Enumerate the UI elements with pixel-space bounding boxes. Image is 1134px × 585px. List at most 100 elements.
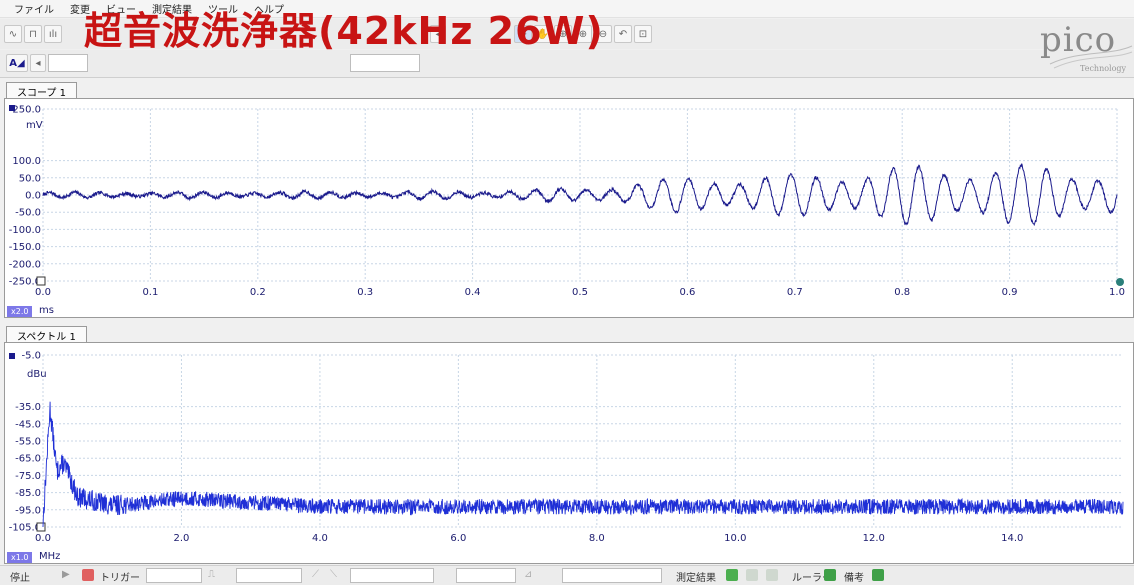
range-select[interactable] bbox=[48, 54, 88, 72]
scope-y-tick: 0.0 bbox=[25, 191, 41, 202]
capture-count-field[interactable] bbox=[562, 568, 662, 583]
stop-button[interactable]: 停止 bbox=[10, 573, 30, 584]
main-toolbar: ∿ ⊓ ılı ◂ ➤ ✋ ⊕ ⊕ ⊖ ↶ ⊡ bbox=[0, 19, 1134, 49]
scope-x-tick: 0.5 bbox=[572, 287, 588, 298]
hand-pan-icon[interactable]: ✋ bbox=[534, 25, 552, 43]
coupling-select[interactable] bbox=[350, 54, 420, 72]
delay-field[interactable] bbox=[456, 568, 516, 583]
menu-help[interactable]: ヘルプ bbox=[254, 5, 284, 16]
play-icon[interactable]: ▶ bbox=[62, 569, 70, 580]
scope-x-tick: 0.2 bbox=[250, 287, 266, 298]
prev-icon[interactable]: ◂ bbox=[430, 25, 446, 43]
spectrum-y-tick: -65.0 bbox=[15, 454, 41, 465]
trigger-label: トリガー bbox=[100, 573, 140, 584]
spectrum-y-tick: -35.0 bbox=[15, 402, 41, 413]
scope-y-tick: 100.0 bbox=[12, 156, 41, 167]
spectrum-x-tick: 12.0 bbox=[863, 533, 885, 544]
scope-x-tick: 0.4 bbox=[465, 287, 481, 298]
pico-logo: pico Technology bbox=[1040, 20, 1134, 78]
notes-icon[interactable] bbox=[872, 569, 884, 581]
spectrum-plot-area[interactable]: -5.0 -35.0 -45.0 -55.0 -65.0 -75.0 -85.0 -95.0 -… bbox=[4, 342, 1134, 564]
scope-x-tick: 0.9 bbox=[1002, 287, 1018, 298]
scope-x-tick: 0.0 bbox=[35, 287, 51, 298]
zoom-out-icon[interactable]: ⊖ bbox=[594, 25, 612, 43]
delete-measurement-icon[interactable] bbox=[766, 569, 778, 581]
spectrum-view: スペクトル 1 -5.0 -35.0 -45.0 -55.0 -65.0 -75.0 -85… bbox=[4, 324, 1134, 564]
ruler-label: ルーラー bbox=[792, 573, 832, 584]
trigger-marker-icon bbox=[36, 276, 46, 286]
channel-a-button[interactable]: A ◢ bbox=[6, 54, 28, 72]
zoom-fit-icon[interactable]: ⊡ bbox=[634, 25, 652, 43]
scope-y-tick: -100.0 bbox=[9, 225, 41, 236]
scope-y-tick: 250.0 bbox=[12, 105, 41, 116]
spectrum-y-tick: -85.0 bbox=[15, 488, 41, 499]
scope-mode-icon[interactable]: ∿ bbox=[4, 25, 22, 43]
falling-edge-icon[interactable]: ⟍ bbox=[330, 569, 337, 580]
scope-x-unit: ms bbox=[39, 305, 54, 316]
menu-bar: ファイル 変更 ビュー 測定結果 ツール ヘルプ bbox=[0, 0, 1134, 18]
spectrum-y-tick: -55.0 bbox=[15, 437, 41, 448]
select-pointer-icon[interactable]: ➤ bbox=[514, 25, 532, 43]
scope-x-tick: 1.0 bbox=[1109, 287, 1125, 298]
scope-x-tick: 0.3 bbox=[357, 287, 373, 298]
menu-view[interactable]: ビュー bbox=[106, 5, 136, 16]
channel-a-marker-icon bbox=[9, 105, 15, 111]
trigger-mode-select[interactable] bbox=[146, 568, 202, 583]
spectrum-y-tick: -95.0 bbox=[15, 505, 41, 516]
pre-trigger-field[interactable] bbox=[350, 568, 434, 583]
scope-y-tick: -50.0 bbox=[15, 208, 41, 219]
spectrum-x-tick: 14.0 bbox=[1001, 533, 1023, 544]
spectrum-y-tick: -75.0 bbox=[15, 471, 41, 482]
prev-icon[interactable]: ◂ bbox=[30, 54, 46, 72]
scope-x-tick: 0.1 bbox=[142, 287, 158, 298]
edit-measurement-icon[interactable] bbox=[746, 569, 758, 581]
logo-subtitle: Technology bbox=[1080, 64, 1127, 73]
trigger-edge-icon[interactable]: ⎍ bbox=[208, 569, 215, 580]
tab-spectrum-1[interactable]: スペクトル 1 bbox=[6, 326, 87, 343]
scope-plot-area[interactable]: 250.0 100.0 50.0 0.0 -50.0 -100.0 -150.0 -200.0… bbox=[4, 98, 1134, 318]
spectrum-x-tick: 6.0 bbox=[450, 533, 466, 544]
trigger-level-select[interactable] bbox=[236, 568, 302, 583]
scope-y-tick: 50.0 bbox=[19, 173, 41, 184]
scope-view: スコープ 1 250.0 100.0 50.0 0.0 -50.0 -100.0 -150.… bbox=[4, 80, 1134, 318]
spectrum-trace bbox=[42, 401, 1124, 528]
scope-y-unit: mV bbox=[26, 120, 43, 131]
spectrum-y-unit: dBu bbox=[27, 369, 47, 380]
notes-label: 備考 bbox=[844, 573, 864, 584]
time-marker-icon bbox=[1116, 278, 1124, 286]
scope-chart: 250.0 100.0 50.0 0.0 -50.0 -100.0 -150.0 -200.0… bbox=[9, 105, 1125, 299]
menu-measurements[interactable]: 測定結果 bbox=[152, 5, 192, 16]
spectrum-zoom-badge[interactable]: x1.0 bbox=[7, 552, 33, 563]
status-bar: 停止 ▶ トリガー ⎍ ⟋ ⟍ ⊿ 測定結果 ルーラー 備考 bbox=[0, 565, 1134, 585]
tab-scope-1[interactable]: スコープ 1 bbox=[6, 82, 77, 99]
scope-x-tick: 0.6 bbox=[679, 287, 695, 298]
rising-edge-icon[interactable]: ⟋ bbox=[312, 569, 319, 580]
ruler-settings-icon[interactable] bbox=[824, 569, 836, 581]
scope-y-tick: -200.0 bbox=[9, 259, 41, 270]
zoom-area-icon[interactable]: ⊕ bbox=[554, 25, 572, 43]
scope-zoom-badge[interactable]: x2.0 bbox=[7, 306, 33, 317]
spectrum-chart: -5.0 -35.0 -45.0 -55.0 -65.0 -75.0 -85.0 -95.0 -… bbox=[9, 351, 1124, 544]
spectrum-x-tick: 2.0 bbox=[174, 533, 190, 544]
overlay-title: 超音波洗浄器(42kHz 26W) bbox=[84, 9, 604, 53]
scope-x-tick: 0.8 bbox=[894, 287, 910, 298]
measurements-label: 測定結果 bbox=[676, 573, 716, 584]
logo-swoosh-icon bbox=[1049, 45, 1133, 69]
spectrum-x-tick: 4.0 bbox=[312, 533, 328, 544]
spectrum-x-tick: 0.0 bbox=[35, 533, 51, 544]
channel-toolbar: A ◢ ◂ bbox=[0, 50, 1134, 78]
spectrum-baseline-marker-icon bbox=[36, 522, 46, 532]
spectrum-x-tick: 10.0 bbox=[724, 533, 746, 544]
menu-file[interactable]: ファイル bbox=[14, 5, 54, 16]
persistence-mode-icon[interactable]: ⊓ bbox=[24, 25, 42, 43]
add-measurement-icon[interactable] bbox=[726, 569, 738, 581]
undo-zoom-icon[interactable]: ↶ bbox=[614, 25, 632, 43]
spectrum-x-unit: MHz bbox=[39, 551, 61, 562]
menu-edit[interactable]: 変更 bbox=[70, 5, 90, 16]
stop-icon[interactable] bbox=[82, 569, 94, 581]
zoom-in-icon[interactable]: ⊕ bbox=[574, 25, 592, 43]
spectrum-mode-icon[interactable]: ılı bbox=[44, 25, 62, 43]
menu-tools[interactable]: ツール bbox=[208, 5, 238, 16]
channel-icon[interactable]: ⊿ bbox=[524, 569, 533, 580]
